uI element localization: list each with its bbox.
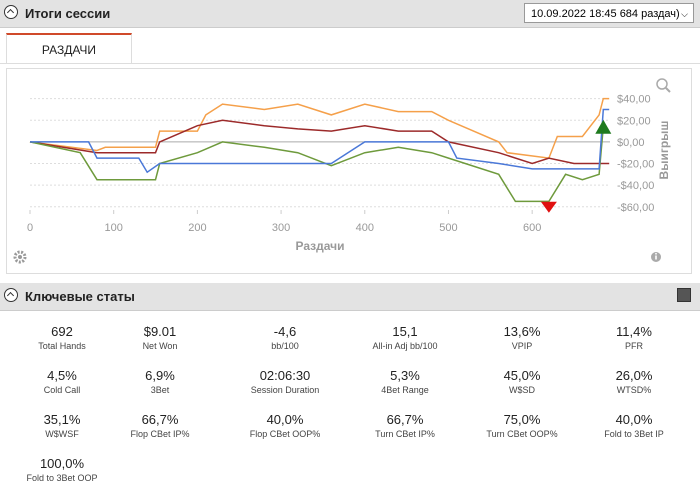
stat-label: All-in Adj bb/100: [372, 341, 438, 351]
stat: 11,4% PFR: [574, 324, 694, 351]
stat-value: 5,3%: [390, 368, 420, 383]
y-axis-label: Выигрыш: [657, 121, 671, 180]
stat-value: 4,5%: [47, 368, 77, 383]
stat-label: Turn CBet OOP%: [486, 429, 558, 439]
series-line: [29, 97, 610, 159]
x-tick-label: 400: [356, 222, 374, 234]
stat-value: 66,7%: [386, 412, 424, 427]
collapse-button[interactable]: [4, 5, 18, 19]
stat-value: 15,1: [392, 324, 418, 339]
tab-divider: [0, 63, 700, 64]
stat-label: Flop CBet IP%: [130, 429, 190, 439]
x-tick-label: 100: [105, 222, 123, 234]
stat-value: -4,6: [273, 324, 297, 339]
stat: 66,7% Turn CBet IP%: [345, 412, 465, 439]
x-axis-label: Раздачи: [296, 239, 345, 253]
stats-header: Ключевые статы: [0, 283, 700, 311]
stat: 5,3% 4Bet Range: [345, 368, 465, 395]
stat-value: 6,9%: [145, 368, 175, 383]
stat-label: Cold Call: [43, 385, 81, 395]
stat: 13,6% VPIP: [462, 324, 582, 351]
stat: $9.01 Net Won: [100, 324, 220, 351]
stats-title: Ключевые статы: [25, 289, 135, 304]
y-tick-label: -$20,00: [617, 159, 654, 171]
series-line: [29, 126, 605, 203]
y-tick-label: -$40,00: [617, 180, 654, 192]
collapse-button[interactable]: [4, 288, 18, 302]
y-tick-label: -$60,00: [617, 202, 654, 214]
y-tick-label: $0,00: [617, 137, 645, 149]
stat-label: W$SD: [508, 385, 535, 395]
stat-value: 26,0%: [615, 368, 653, 383]
stat-value: 100,0%: [39, 456, 85, 471]
info-icon[interactable]: [651, 252, 661, 262]
stat-value: 02:06:30: [259, 368, 311, 383]
stat: 15,1 All-in Adj bb/100: [345, 324, 465, 351]
y-tick-label: $40,00: [617, 94, 651, 106]
session-header: Итоги сессии 10.09.2022 18:45 684 раздач…: [0, 0, 700, 28]
zoom-icon[interactable]: [656, 78, 671, 93]
session-select[interactable]: 10.09.2022 18:45 684 раздач) ⌵: [524, 3, 694, 23]
stat-label: 4Bet Range: [381, 385, 429, 395]
session-select-text: 10.09.2022 18:45 684 раздач): [531, 8, 680, 20]
stat-label: Net Won: [142, 341, 178, 351]
stat-value: 75,0%: [503, 412, 541, 427]
tab[interactable]: РАЗДАЧИ: [6, 33, 132, 63]
stat-label: bb/100: [271, 341, 299, 351]
stat: 100,0% Fold to 3Bet OOP: [2, 456, 122, 483]
layout-button[interactable]: [677, 288, 691, 302]
stat: 75,0% Turn CBet OOP%: [462, 412, 582, 439]
x-tick-label: 200: [188, 222, 206, 234]
stat-label: WTSD%: [616, 385, 652, 395]
stat-label: Flop CBet OOP%: [249, 429, 321, 439]
header-title: Итоги сессии: [25, 6, 111, 21]
extreme-marker: [540, 201, 557, 213]
series-line: [29, 119, 610, 165]
stat-label: Fold to 3Bet IP: [604, 429, 664, 439]
stat: 45,0% W$SD: [462, 368, 582, 395]
extreme-marker: [595, 119, 612, 134]
stat: 6,9% 3Bet: [100, 368, 220, 395]
stat-label: W$WSF: [45, 429, 79, 439]
stat-value: 40,0%: [266, 412, 304, 427]
x-tick-label: 300: [272, 222, 290, 234]
stat: 02:06:30 Session Duration: [225, 368, 345, 395]
stat-value: 40,0%: [615, 412, 653, 427]
stat: 35,1% W$WSF: [2, 412, 122, 439]
x-tick-label: 500: [439, 222, 457, 234]
stat-label: Total Hands: [38, 341, 86, 351]
x-tick-label: 600: [523, 222, 541, 234]
stat-value: 35,1%: [43, 412, 81, 427]
stat: 40,0% Flop CBet OOP%: [225, 412, 345, 439]
stat-value: 13,6%: [503, 324, 541, 339]
stat-label: 3Bet: [150, 385, 170, 395]
chart: Раздачи Выигрыш $40,00 $20,00 $0,00 -$20,00…: [13, 78, 671, 264]
stat-value: $9.01: [143, 324, 177, 339]
stat: 4,5% Cold Call: [2, 368, 122, 395]
stat-label: Session Duration: [250, 385, 320, 395]
chart-panel: [6, 68, 692, 274]
series-line: [30, 108, 610, 174]
stat: 26,0% WTSD%: [574, 368, 694, 395]
stat-value: 45,0%: [503, 368, 541, 383]
y-tick-label: $20,00: [617, 115, 651, 127]
stat-label: VPIP: [511, 341, 533, 351]
stat-label: Turn CBet IP%: [375, 429, 435, 439]
settings-icon[interactable]: [13, 250, 27, 264]
stat-label: Fold to 3Bet OOP: [26, 473, 98, 483]
stat: 40,0% Fold to 3Bet IP: [574, 412, 694, 439]
stat-label: PFR: [625, 341, 643, 351]
stat-value: 11,4%: [616, 324, 652, 339]
stat-value: 692: [51, 324, 73, 339]
stat: 692 Total Hands: [2, 324, 122, 351]
x-tick-label: 0: [27, 222, 33, 234]
stat: 66,7% Flop CBet IP%: [100, 412, 220, 439]
stat-value: 66,7%: [141, 412, 179, 427]
stat: -4,6 bb/100: [225, 324, 345, 351]
